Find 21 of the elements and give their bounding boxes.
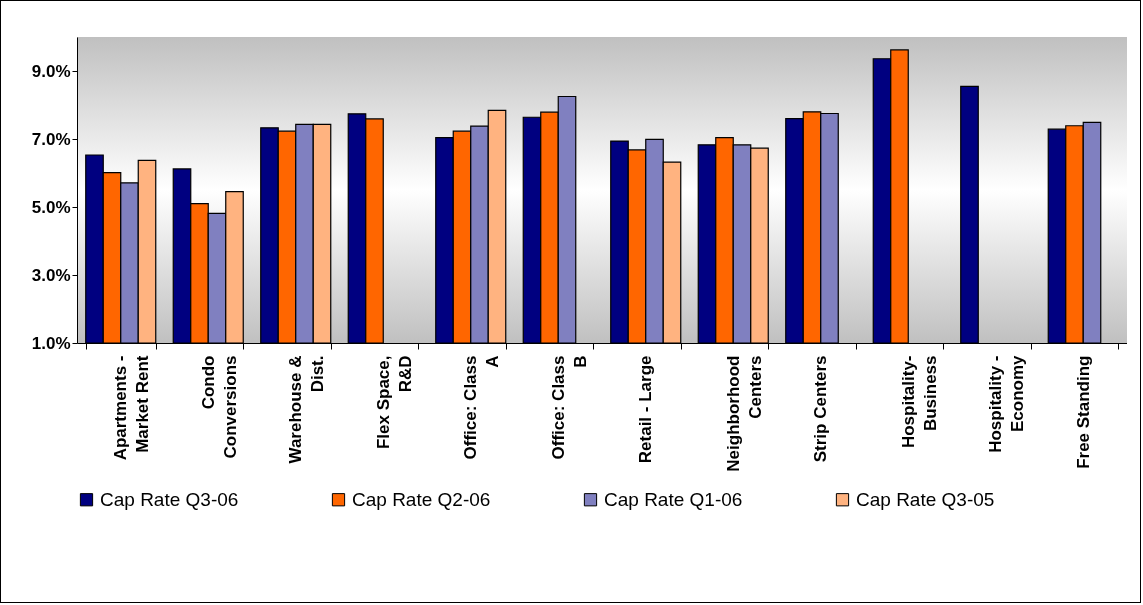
x-tick-label: Condo Conversions bbox=[198, 355, 240, 459]
x-tick-label: Warehouse & Dist. bbox=[286, 355, 328, 464]
y-tick-label: 3.0% bbox=[31, 265, 71, 285]
y-tick-label: 7.0% bbox=[31, 129, 71, 149]
x-tick-label: Apartments - Market Rent bbox=[111, 355, 153, 461]
x-tick-label: Hospitality - Economy bbox=[986, 354, 1028, 453]
legend-label: Cap Rate Q3-06 bbox=[100, 488, 239, 510]
y-tick-label: 9.0% bbox=[31, 61, 71, 81]
x-tick-label: Strip Centers bbox=[811, 355, 831, 463]
x-tick-label: Free Standing bbox=[1073, 355, 1093, 469]
x-tick-label: Neighborhood Centers bbox=[723, 355, 765, 472]
legend-label: Cap Rate Q1-06 bbox=[604, 488, 743, 510]
legend-label: Cap Rate Q2-06 bbox=[352, 488, 491, 510]
y-tick-label: 1.0% bbox=[31, 333, 71, 353]
y-tick-label: 5.0% bbox=[31, 197, 71, 217]
x-tick-label: Retail - Large bbox=[636, 355, 656, 464]
legend-label: Cap Rate Q3-05 bbox=[856, 488, 995, 510]
x-tick-label: Hospitality-Business bbox=[898, 355, 940, 449]
x-tick-label: Office: Class A bbox=[461, 355, 503, 460]
x-tick-label: Flex Space, R&D bbox=[373, 355, 415, 450]
x-tick-label: Office: Class B bbox=[548, 355, 590, 460]
